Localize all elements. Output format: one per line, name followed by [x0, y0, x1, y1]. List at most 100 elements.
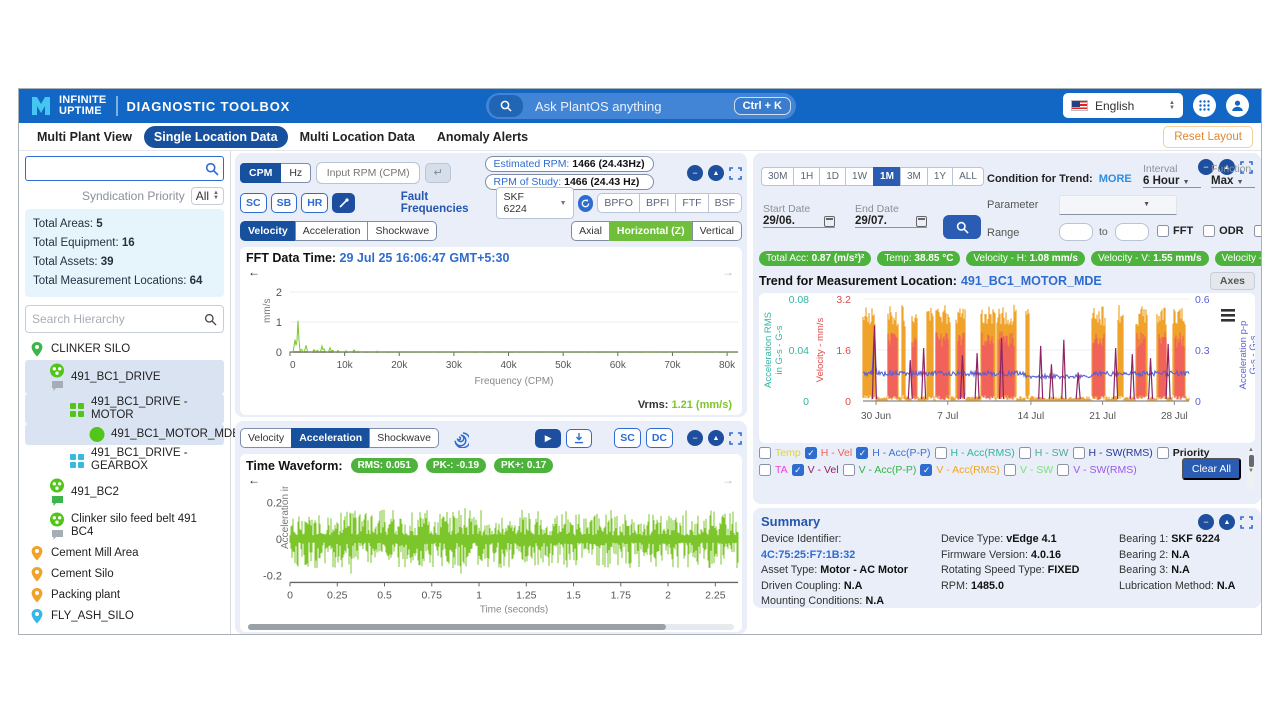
checkbox-icon[interactable]: [920, 464, 933, 476]
fft-tab-shockwave[interactable]: Shockwave: [367, 221, 438, 241]
trend-chart[interactable]: Acceleration RMS in G-s - G-s 0 0.04 0.08 Vel…: [759, 293, 1259, 443]
hierarchy-search[interactable]: [25, 305, 224, 333]
legend-item-h-acc-rms-[interactable]: H - Acc(RMS): [934, 447, 1015, 459]
start-date-control[interactable]: Start Date 29/06.: [763, 203, 835, 228]
overlay-checkbox-odr[interactable]: ODR: [1203, 225, 1244, 237]
expand-icon[interactable]: [729, 166, 742, 180]
unit-cpm-toggle[interactable]: CPM: [240, 163, 282, 183]
checkbox-icon[interactable]: [1018, 447, 1031, 459]
axis-axial[interactable]: Axial: [571, 221, 609, 241]
tree-item[interactable]: 491_BC1_DRIVE: [25, 360, 224, 394]
expand-icon[interactable]: [1240, 515, 1253, 529]
legend-item-ta[interactable]: TA: [759, 464, 788, 476]
tree-item[interactable]: FLY_ASH_SILO: [25, 606, 224, 627]
tree-item[interactable]: Clinker silo feed belt 491 BC4: [25, 509, 224, 543]
collapse-icon[interactable]: −: [1198, 514, 1214, 530]
bearing-select[interactable]: SKF 6224 ▼: [496, 187, 574, 219]
move-up-icon[interactable]: ▲: [1219, 514, 1235, 530]
legend-item-h-sw-rms-[interactable]: H - SW(RMS): [1072, 447, 1153, 459]
calendar-icon[interactable]: [824, 215, 835, 227]
range-1y[interactable]: 1Y: [926, 167, 953, 186]
play-button[interactable]: ▶: [535, 428, 562, 448]
pan-left-arrow[interactable]: ←: [248, 473, 260, 487]
legend-item-v-acc-p-p-[interactable]: V - Acc(P-P): [842, 464, 916, 476]
fault-bpfi-button[interactable]: BPFI: [639, 193, 677, 213]
apps-grid-icon[interactable]: [1193, 94, 1216, 117]
waveform-dc-button[interactable]: DC: [645, 428, 673, 448]
spiral-icon[interactable]: [449, 428, 469, 448]
search-icon[interactable]: [489, 95, 523, 117]
checkbox-icon[interactable]: [1157, 225, 1169, 237]
expand-icon[interactable]: [1240, 160, 1253, 174]
axis-horizontal-z-[interactable]: Horizontal (Z): [608, 221, 692, 241]
tab-multi-plant-view[interactable]: Multi Plant View: [37, 129, 132, 144]
pan-left-arrow[interactable]: ←: [248, 265, 260, 279]
vertical-scrollbar[interactable]: ▲ ▼: [1247, 447, 1255, 491]
fft-spectrum-chart[interactable]: 2 1 0 mm/s 0 10k 20k 30k 40k 50k 60k 70k 80k Frequenc…: [246, 278, 744, 390]
tab-multi-location-data[interactable]: Multi Location Data: [299, 129, 415, 144]
collapse-icon[interactable]: −: [1198, 159, 1214, 175]
search-icon[interactable]: [205, 162, 219, 176]
checkbox-icon[interactable]: [1156, 447, 1169, 459]
checkbox-icon[interactable]: [759, 464, 771, 476]
fault-bpfo-button[interactable]: BPFO: [597, 193, 640, 213]
checkbox-icon[interactable]: [1003, 464, 1016, 476]
checkbox-icon[interactable]: [1072, 447, 1085, 459]
legend-item-h-acc-p-p-[interactable]: H - Acc(P-P): [856, 447, 931, 459]
fault-bsf-button[interactable]: BSF: [708, 193, 742, 213]
tree-item[interactable]: 491_BC1_DRIVE - MOTOR: [25, 394, 224, 424]
harmonic-cursor-button[interactable]: [332, 193, 355, 213]
collapse-icon[interactable]: −: [687, 430, 703, 446]
legend-item-v-vel[interactable]: V - Vel: [791, 464, 839, 476]
harmonic-sb-button[interactable]: SB: [270, 193, 298, 213]
checkbox-icon[interactable]: [759, 447, 771, 459]
harmonic-hr-button[interactable]: HR: [301, 193, 329, 213]
search-placeholder[interactable]: Ask PlantOS anything: [535, 98, 662, 114]
end-date-control[interactable]: End Date 29/07.: [855, 203, 927, 228]
reset-layout-button[interactable]: Reset Layout: [1163, 126, 1253, 148]
wave-tab-shockwave[interactable]: Shockwave: [369, 428, 439, 448]
more-link[interactable]: MORE: [1098, 173, 1132, 185]
range-all[interactable]: ALL: [952, 167, 984, 186]
pan-right-arrow[interactable]: →: [722, 473, 734, 487]
function-control[interactable]: Function Max ▼: [1211, 163, 1255, 188]
refresh-icon[interactable]: [577, 194, 594, 212]
range-1d[interactable]: 1D: [819, 167, 846, 186]
legend-item-h-vel[interactable]: H - Vel: [804, 447, 852, 459]
checkbox-icon[interactable]: [842, 464, 855, 476]
tree-item[interactable]: Cement Mill Area: [25, 543, 224, 564]
unit-hz-toggle[interactable]: Hz: [281, 163, 312, 183]
tree-item[interactable]: CLINKER SILO: [25, 339, 224, 360]
tree-item[interactable]: 491_BC2: [25, 475, 224, 509]
interval-control[interactable]: Interval 6 Hour ▼: [1143, 163, 1201, 188]
checkbox-icon[interactable]: [1253, 225, 1261, 237]
pan-right-arrow[interactable]: →: [722, 265, 734, 279]
move-up-icon[interactable]: ▲: [708, 430, 724, 446]
checkbox-icon[interactable]: [791, 464, 804, 476]
range-to-input[interactable]: [1115, 223, 1149, 241]
wave-tab-velocity[interactable]: Velocity: [240, 428, 292, 448]
move-up-icon[interactable]: ▲: [707, 165, 724, 181]
tab-anomaly-alerts[interactable]: Anomaly Alerts: [436, 129, 529, 144]
sidebar-search-input[interactable]: [32, 161, 205, 176]
legend-item-v-sw[interactable]: V - SW: [1003, 464, 1053, 476]
parameter-select[interactable]: ▼: [1059, 195, 1177, 215]
sidebar-search[interactable]: [25, 156, 224, 181]
overlay-checkbox-fft[interactable]: FFT: [1157, 225, 1193, 237]
range-1w[interactable]: 1W: [845, 167, 874, 186]
syndication-priority-select[interactable]: All ▲ ▼: [190, 187, 224, 205]
legend-item-v-acc-rms-[interactable]: V - Acc(RMS): [920, 464, 1000, 476]
hierarchy-search-input[interactable]: [32, 312, 204, 326]
tree-item[interactable]: Cement Silo: [25, 564, 224, 585]
axis-vertical[interactable]: Vertical: [691, 221, 742, 241]
measurement-location-link[interactable]: 491_BC1_MOTOR_MDE: [960, 274, 1102, 288]
checkbox-icon[interactable]: [1057, 464, 1070, 476]
clear-all-button[interactable]: Clear All: [1181, 458, 1241, 480]
checkbox-icon[interactable]: [934, 447, 947, 459]
checkbox-icon[interactable]: [1203, 225, 1216, 237]
collapse-icon[interactable]: −: [686, 165, 703, 181]
language-select[interactable]: English ▲ ▼: [1063, 93, 1183, 118]
tab-single-location-data[interactable]: Single Location Data: [143, 125, 288, 148]
overlay-checkbox-ic[interactable]: IC: [1253, 225, 1261, 237]
